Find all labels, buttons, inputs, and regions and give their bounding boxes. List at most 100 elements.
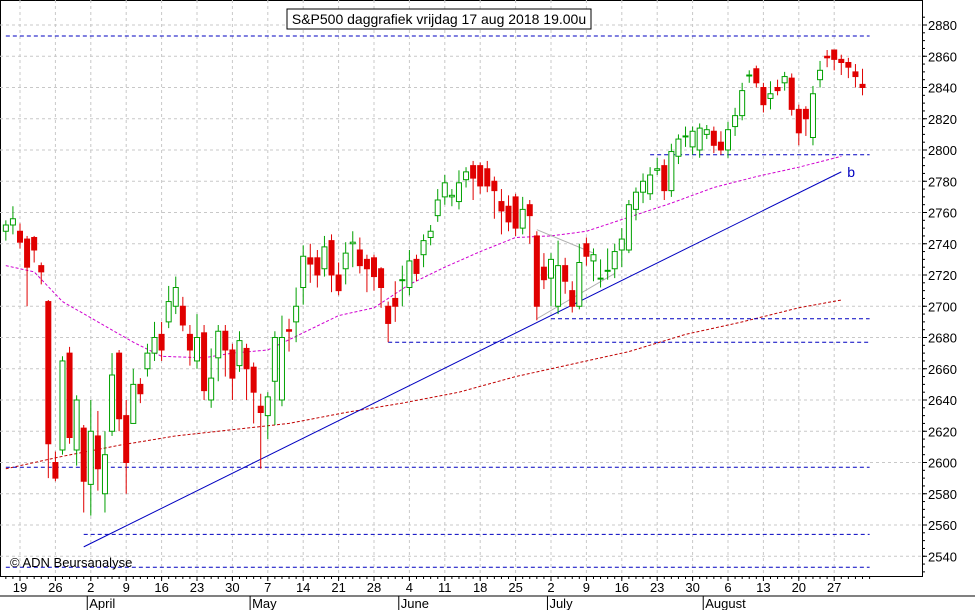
candle-up — [194, 337, 200, 362]
candle-up — [208, 377, 215, 401]
candle-up — [215, 330, 222, 359]
x-tick-label: 21 — [331, 580, 345, 595]
candle-down — [788, 77, 795, 110]
candle-up — [632, 191, 639, 210]
candle-up — [703, 129, 710, 135]
candle-up — [144, 352, 151, 370]
title-box: S&P500 daggrafiek vrijdag 17 aug 2018 19… — [286, 8, 592, 30]
month-label: June — [401, 596, 429, 610]
trendline — [83, 171, 842, 548]
candle-down — [45, 301, 52, 445]
candle-down — [852, 71, 859, 78]
x-tick-label: 9 — [123, 580, 130, 595]
candle-up — [172, 287, 179, 307]
candle-down — [753, 68, 760, 84]
candle-up — [2, 224, 9, 232]
x-axis: 19 26 2 9 16 23 30 7 14 21 28 4 11 18 25 2 9 16 23 30 6 13 20 2… — [0, 576, 975, 610]
candle-down — [413, 258, 420, 274]
candle-down — [512, 196, 519, 229]
candle-down — [491, 180, 498, 192]
x-tick-label: 16 — [154, 580, 168, 595]
month-label: April — [89, 596, 115, 610]
candle-up — [342, 252, 349, 270]
candle-down — [94, 435, 101, 470]
y-tick-label: 2740 — [928, 237, 957, 252]
candle-down — [24, 238, 31, 268]
candle-down — [717, 141, 724, 151]
candle-up — [675, 138, 682, 157]
candle-down — [257, 405, 264, 413]
candle-up — [271, 337, 278, 382]
y-tick-label: 2800 — [928, 143, 957, 158]
candle-down — [371, 257, 377, 278]
candle-down — [116, 352, 123, 420]
x-tick-label: 27 — [827, 580, 841, 595]
candle-down — [328, 240, 335, 276]
candle-up — [165, 301, 172, 323]
candle-down — [378, 268, 385, 288]
month-label: August — [705, 596, 746, 610]
candle-up — [278, 337, 285, 401]
candle-down — [158, 333, 165, 351]
title-frame — [286, 8, 592, 30]
candle-down — [795, 108, 802, 134]
moving-averages — [5, 155, 842, 470]
candle-up — [321, 246, 328, 270]
candle-down — [583, 243, 590, 257]
candle-down — [505, 205, 512, 223]
candle-down — [286, 329, 293, 332]
candle-down — [470, 165, 477, 179]
x-tick-label: 7 — [264, 580, 271, 595]
candle-down — [859, 83, 866, 88]
watermark: © ADN Beursanalyse — [10, 555, 132, 570]
candle-up — [817, 69, 824, 81]
chart-title: S&P500 daggrafiek vrijdag 17 aug 2018 19… — [292, 11, 586, 27]
candle-up — [618, 238, 625, 251]
candle-up — [349, 241, 356, 245]
candle-down — [661, 165, 668, 192]
candle-down — [533, 235, 540, 307]
candle-up — [590, 254, 597, 262]
x-tick-label: 18 — [473, 580, 487, 595]
candle-up — [668, 151, 675, 192]
candle-down — [201, 332, 208, 392]
x-tick-label: 19 — [13, 580, 27, 595]
x-tick-label: 2 — [547, 580, 554, 595]
candle-down — [392, 297, 399, 307]
candle-down — [540, 266, 547, 281]
candle-up — [597, 277, 604, 280]
candle-up — [781, 76, 788, 84]
candle-up — [406, 260, 413, 288]
candle-up — [640, 180, 647, 193]
candle-up — [682, 135, 689, 138]
candle-up — [611, 251, 618, 270]
candle-up — [647, 174, 654, 195]
y-tick-label: 2700 — [928, 299, 957, 314]
y-tick-label: 2680 — [928, 331, 957, 346]
candle-down — [760, 87, 767, 106]
candle-up — [548, 258, 554, 279]
candle-up — [809, 93, 816, 138]
ma-long-line — [5, 299, 842, 470]
candle-up — [87, 430, 94, 485]
candle-down — [17, 230, 23, 243]
candle-down — [66, 352, 73, 438]
candle-down — [562, 265, 569, 282]
candle-down — [845, 62, 852, 68]
candle-down — [243, 347, 250, 370]
candle-up — [625, 204, 632, 251]
candle-down — [710, 130, 717, 146]
candle-up — [689, 130, 696, 148]
candle-down — [774, 87, 781, 92]
x-tick-label: 16 — [615, 580, 629, 595]
candle-up — [427, 230, 434, 238]
candle-up — [463, 171, 470, 181]
candle-down — [179, 305, 186, 326]
candle-up — [448, 194, 455, 198]
y-tick-label: 2660 — [928, 362, 957, 377]
x-tick-label: 26 — [48, 580, 62, 595]
candle-up — [739, 90, 746, 117]
y-tick-label: 2640 — [928, 393, 957, 408]
month-label: May — [252, 596, 277, 610]
